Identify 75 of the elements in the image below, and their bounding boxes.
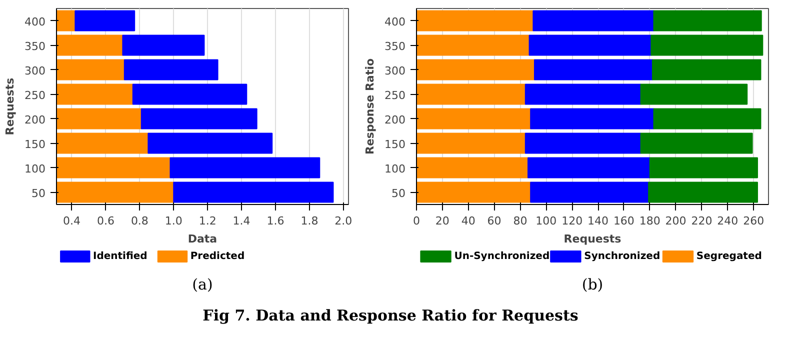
x-axis-title: Requests	[564, 232, 622, 246]
bar	[416, 132, 526, 154]
x-tick-label: 160	[613, 214, 634, 228]
legend-label: Segregated	[696, 251, 762, 262]
x-tick-label: 40	[461, 214, 476, 228]
x-tick-label: 180	[639, 214, 660, 228]
x-tick-label: 0	[413, 214, 420, 228]
y-tick-label: 150	[384, 138, 406, 151]
bar	[416, 182, 532, 203]
x-tick-label: 240	[717, 214, 738, 228]
bar	[524, 132, 642, 154]
x-tick-label: 60	[487, 214, 502, 228]
x-tick-label: 2.0	[334, 214, 352, 228]
bar	[530, 108, 654, 130]
text: (b)	[582, 276, 604, 294]
y-tick-label: 350	[24, 40, 46, 53]
legend-label: Synchronized	[584, 251, 660, 262]
bar	[416, 108, 532, 130]
x-tick-label: 0.8	[130, 214, 148, 228]
x-tick-label: 0.4	[63, 214, 81, 228]
y-tick-label: 200	[24, 113, 46, 126]
y-tick-label: 350	[384, 40, 406, 53]
x-tick-label: 1.2	[198, 214, 216, 228]
y-tick-label: 400	[384, 15, 406, 28]
y-tick-label: 250	[384, 88, 406, 102]
bar	[653, 108, 762, 130]
x-tick-label: 220	[691, 214, 712, 228]
x-axis-title: Data	[188, 232, 218, 246]
x-tick-label: 1.8	[300, 214, 318, 228]
x-tick-label: 260	[743, 214, 764, 228]
y-tick-label: 100	[24, 162, 46, 176]
x-tick-label: 100	[536, 214, 557, 228]
y-tick-label: 200	[384, 113, 406, 126]
x-tick-label: 1.0	[164, 214, 182, 228]
y-tick-label: 100	[384, 162, 406, 176]
y-axis-title: Response Ratio	[364, 58, 377, 155]
bar	[640, 84, 748, 105]
x-tick-label: 200	[665, 214, 686, 228]
bar	[534, 59, 653, 80]
text: (a)	[192, 276, 213, 294]
y-tick-label: 50	[392, 186, 406, 200]
bar	[416, 59, 535, 80]
x-tick-label: 1.4	[232, 214, 250, 228]
x-tick-label: 1.6	[266, 214, 284, 228]
bar	[649, 157, 758, 178]
legend-label: Predicted	[190, 251, 245, 262]
bar	[650, 34, 764, 56]
bar	[416, 157, 528, 178]
x-tick-label: 0.6	[96, 214, 114, 228]
x-tick-label: 80	[513, 214, 528, 228]
y-tick-label: 150	[24, 138, 46, 151]
bar	[532, 10, 654, 32]
y-tick-label: 300	[24, 64, 46, 78]
y-tick-label: 300	[384, 64, 406, 78]
bar	[528, 34, 652, 56]
bar	[653, 10, 762, 32]
bar	[652, 59, 762, 80]
bar	[530, 182, 650, 203]
x-tick-label: 120	[562, 214, 583, 228]
y-tick-label: 50	[32, 186, 46, 200]
caption: Fig 7. Data and Response Ratio for Requests	[202, 306, 578, 324]
legend-label: Un-Synchronized	[454, 251, 550, 262]
bar	[416, 84, 526, 105]
y-tick-label: 400	[24, 15, 46, 28]
bar	[524, 84, 642, 105]
legend-label: Identified	[93, 251, 148, 262]
bar	[640, 132, 753, 154]
y-axis-title: Requests	[4, 77, 17, 136]
x-tick-label: 140	[588, 214, 609, 228]
y-tick-label: 250	[24, 88, 46, 102]
x-tick-label: 20	[435, 214, 450, 228]
bar	[416, 34, 530, 56]
bar	[416, 10, 534, 32]
bar	[528, 157, 650, 178]
bar	[648, 182, 758, 203]
